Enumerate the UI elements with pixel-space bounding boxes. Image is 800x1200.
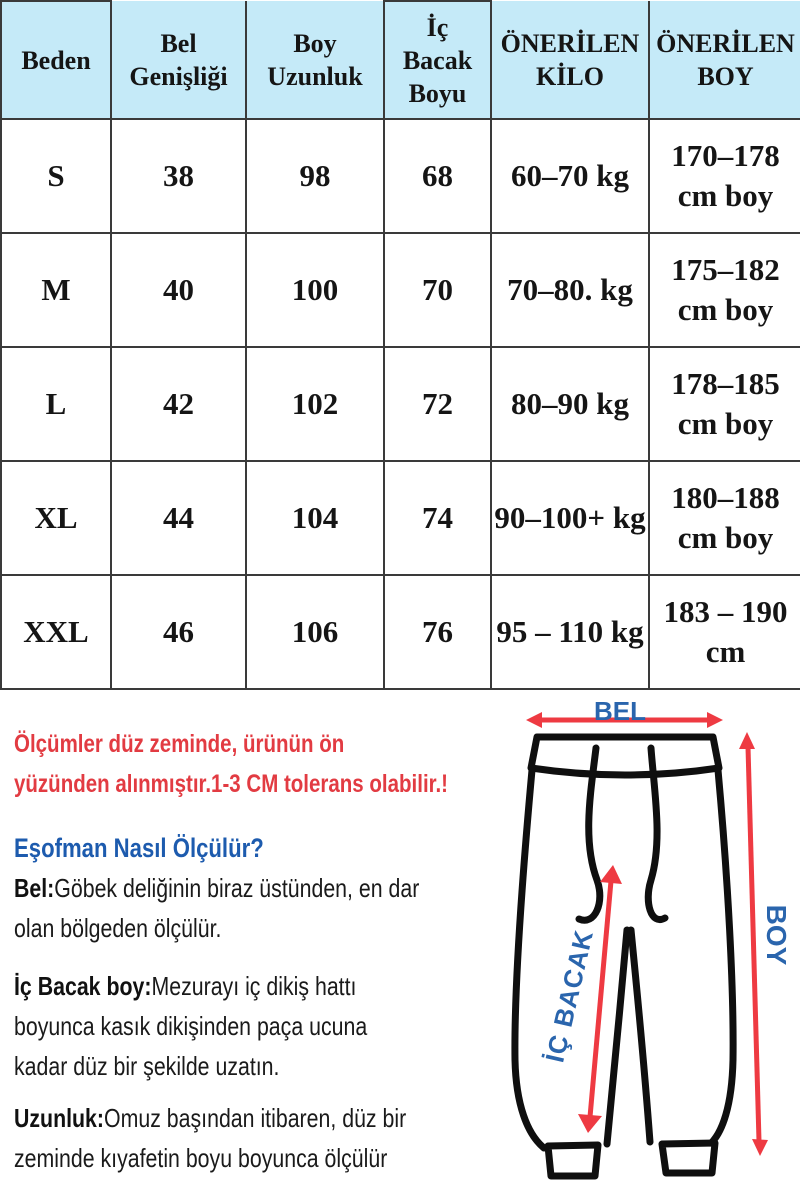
table-cell: 180–188 cm boy	[648, 460, 800, 576]
column-header-onerilen-kilo: ÖNERİLEN KİLO	[490, 1, 650, 120]
measure-text: kadar düz bir şekilde uzatın.	[14, 1051, 280, 1081]
table-cell: 90–100+ kg	[490, 460, 650, 576]
table-row-xxl: XXL 46 106 76 95 – 110 kg 183 – 190 cm	[0, 574, 800, 690]
bel-arrow-icon	[526, 712, 723, 728]
measure-item-uzunluk: Uzunluk:Omuz başından itibaren, düz bir …	[14, 1098, 492, 1178]
size-table: Beden Bel Genişliği Boy Uzunluk İç Bacak…	[0, 0, 800, 690]
table-cell: 175–182 cm boy	[648, 232, 800, 348]
measure-text: boyunca kasık dikişinden paça ucuna	[14, 1011, 368, 1041]
measure-text: zeminde kıyafetin boyu boyunca ölçülür	[14, 1143, 388, 1173]
table-cell: 76	[383, 574, 492, 690]
tolerance-note: Ölçümler düz zeminde, ürünün ön yüzünden…	[14, 724, 543, 804]
size-label: XL	[0, 460, 112, 576]
table-cell: 80–90 kg	[490, 346, 650, 462]
bel-label: BEL	[594, 696, 646, 726]
table-cell: 74	[383, 460, 492, 576]
table-cell: 102	[245, 346, 385, 462]
column-header-onerilen-boy: ÖNERİLEN BOY	[648, 1, 800, 120]
measure-label: Bel:	[14, 873, 55, 903]
table-cell: 98	[245, 118, 385, 234]
table-cell: 46	[110, 574, 247, 690]
table-cell: 68	[383, 118, 492, 234]
table-cell: 100	[245, 232, 385, 348]
table-cell: 44	[110, 460, 247, 576]
measure-item-ic-bacak: İç Bacak boy:Mezurayı iç dikiş hattı boy…	[14, 966, 445, 1086]
table-cell: 70–80. kg	[490, 232, 650, 348]
measure-label: İç Bacak boy:	[14, 971, 152, 1001]
column-header-ic-bacak: İç Bacak Boyu	[383, 0, 492, 120]
table-row-xl: XL 44 104 74 90–100+ kg 180–188 cm boy	[0, 460, 800, 576]
size-label: S	[0, 118, 112, 234]
column-header-bel: Bel Genişliği	[110, 1, 247, 120]
table-cell: 38	[110, 118, 247, 234]
table-cell: 42	[110, 346, 247, 462]
header-row: Beden Bel Genişliği Boy Uzunluk İç Bacak…	[0, 0, 800, 120]
column-header-boy-uzunluk: Boy Uzunluk	[245, 1, 385, 120]
table-cell: 183 – 190 cm	[648, 574, 800, 690]
size-label: L	[0, 346, 112, 462]
table-row-l: L 42 102 72 80–90 kg 178–185 cm boy	[0, 346, 800, 462]
pants-measurement-diagram: BEL BOY İÇ BACAK	[511, 696, 792, 1180]
table-cell: 95 – 110 kg	[490, 574, 650, 690]
size-label: M	[0, 232, 112, 348]
tolerance-note-line: yüzünden alınmıştır.1-3 CM tolerans olab…	[14, 770, 449, 798]
pants-outline-icon	[511, 733, 737, 1180]
howto-heading: Eşofman Nasıl Ölçülür?	[14, 833, 264, 863]
table-cell: 40	[110, 232, 247, 348]
boy-arrow-icon	[739, 732, 768, 1156]
measure-label: Uzunluk:	[14, 1103, 105, 1133]
column-header-beden: Beden	[0, 0, 112, 120]
table-cell: 70	[383, 232, 492, 348]
measure-text: Omuz başından itibaren, düz bir	[104, 1103, 407, 1133]
table-cell: 178–185 cm boy	[648, 346, 800, 462]
table-row-m: M 40 100 70 70–80. kg 175–182 cm boy	[0, 232, 800, 348]
table-cell: 104	[245, 460, 385, 576]
table-row-s: S 38 98 68 60–70 kg 170–178 cm boy	[0, 118, 800, 234]
measure-text: olan bölgeden ölçülür.	[14, 913, 222, 943]
measure-text: Mezurayı iç dikiş hattı	[151, 971, 357, 1001]
boy-label: BOY	[761, 905, 792, 966]
table-cell: 170–178 cm boy	[648, 118, 800, 234]
table-cell: 60–70 kg	[490, 118, 650, 234]
measure-item-bel: Bel:Göbek deliğinin biraz üstünden, en d…	[14, 868, 508, 948]
size-label: XXL	[0, 574, 112, 690]
ic-bacak-label: İÇ BACAK	[539, 927, 599, 1065]
measure-text: Göbek deliğinin biraz üstünden, en dar	[54, 873, 420, 903]
table-cell: 72	[383, 346, 492, 462]
tolerance-note-line: Ölçümler düz zeminde, ürünün ön	[14, 730, 345, 758]
ic-bacak-arrow-icon	[578, 865, 622, 1133]
table-cell: 106	[245, 574, 385, 690]
